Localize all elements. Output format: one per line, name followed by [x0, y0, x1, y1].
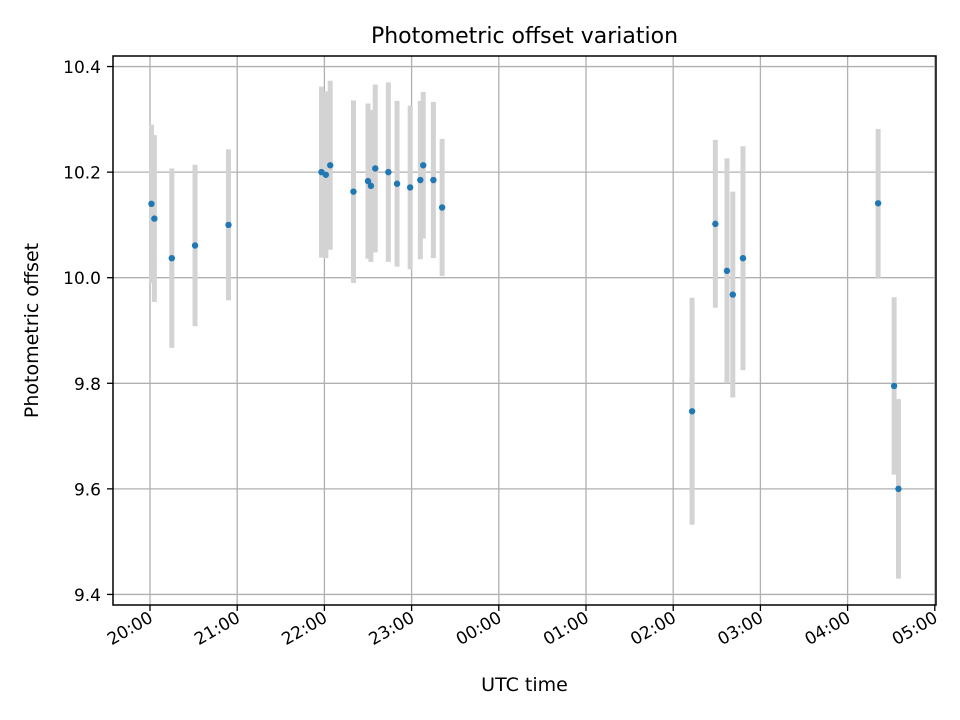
- y-axis: 9.4 9.6 9.8 10.0 10.2 10.4: [63, 58, 113, 606]
- y-tick-label: 9.4: [74, 586, 101, 606]
- y-axis-label: Photometric offset: [21, 243, 43, 418]
- data-point: [438, 204, 446, 211]
- data-point: [895, 485, 902, 493]
- data-point: [168, 254, 175, 262]
- data-point: [367, 182, 375, 190]
- y-tick-label: 10.4: [63, 58, 101, 78]
- data-point: [148, 200, 155, 208]
- plot-frame: [112, 55, 937, 606]
- data-point: [712, 220, 719, 228]
- data-point: [372, 165, 379, 172]
- data-point: [688, 408, 696, 415]
- data-point: [417, 176, 424, 184]
- y-tick-label: 10.2: [63, 164, 101, 184]
- data-points: [148, 162, 902, 493]
- data-point: [890, 382, 898, 390]
- data-point: [739, 254, 747, 262]
- y-tick-label: 9.6: [74, 480, 101, 500]
- data-point: [191, 242, 199, 249]
- data-point: [406, 184, 414, 191]
- y-tick-label: 10.0: [63, 269, 101, 289]
- data-point: [225, 221, 232, 229]
- data-point: [430, 176, 437, 184]
- data-point: [350, 188, 357, 195]
- chart-title: Photometric offset variation: [371, 24, 678, 49]
- data-point: [322, 171, 330, 178]
- data-point: [151, 215, 158, 222]
- y-tick-label: 9.8: [74, 375, 101, 395]
- data-point: [420, 162, 427, 169]
- data-point: [327, 162, 334, 169]
- data-point: [385, 168, 392, 176]
- data-point: [874, 200, 882, 207]
- data-point: [723, 267, 731, 275]
- data-point: [729, 291, 736, 298]
- data-point: [364, 177, 372, 185]
- data-point: [393, 180, 401, 187]
- x-axis-label: UTC time: [481, 674, 568, 696]
